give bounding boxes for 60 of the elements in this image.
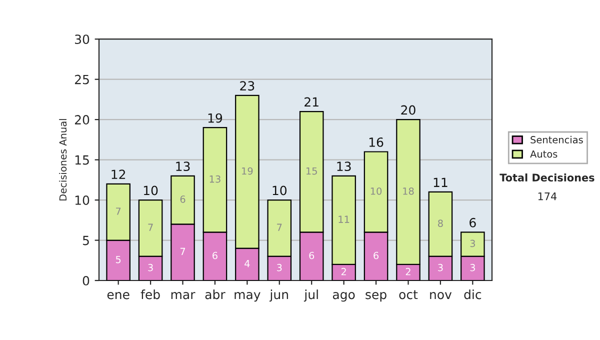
data-label: 3 <box>148 264 153 272</box>
data-label: 7 <box>116 208 121 215</box>
data-label: 3 <box>277 264 282 272</box>
data-label: 3 <box>470 240 475 248</box>
data-label: 7 <box>148 224 153 231</box>
total-label: 21 <box>304 97 318 107</box>
y-tick-label: 25 <box>74 74 89 84</box>
total-label: 13 <box>337 162 351 172</box>
data-label: 6 <box>180 196 186 203</box>
data-label: 6 <box>374 252 379 260</box>
data-label: 3 <box>438 264 443 272</box>
total-label: 19 <box>208 113 222 123</box>
data-label: 18 <box>403 187 414 195</box>
data-label: 7 <box>180 248 186 256</box>
x-tick-label: mar <box>171 292 196 300</box>
y-tick-label: 0 <box>82 276 90 286</box>
data-label: 7 <box>277 224 282 231</box>
total-label: 11 <box>434 178 448 187</box>
x-tick-label: abr <box>205 290 226 300</box>
y-tick-label: 20 <box>74 115 90 124</box>
data-label: 8 <box>438 220 443 227</box>
total-label: 10 <box>272 186 287 196</box>
x-tick-label: ene <box>107 292 130 300</box>
data-label: 5 <box>116 256 121 264</box>
data-label: 15 <box>306 167 317 175</box>
y-tick-label: 10 <box>75 196 90 205</box>
data-label: 3 <box>470 264 475 272</box>
x-tick-label: nov <box>430 292 452 300</box>
total-label: 10 <box>144 186 158 196</box>
legend-label: Autos <box>530 150 558 158</box>
data-label: 6 <box>309 252 314 260</box>
text: 174 <box>538 192 557 200</box>
x-tick-label: jul <box>304 290 318 302</box>
data-label: 11 <box>338 216 350 223</box>
data-label: 13 <box>210 175 220 183</box>
x-tick-label: dic <box>464 290 482 300</box>
data-label: 2 <box>406 268 410 276</box>
x-tick-label: ago <box>332 292 355 302</box>
data-label: 10 <box>370 187 382 195</box>
y-tick-label: 5 <box>82 236 89 246</box>
total-label: 12 <box>112 170 126 179</box>
y-tick-label: 15 <box>75 155 89 165</box>
total-label: 23 <box>240 81 254 91</box>
total-label: 16 <box>369 137 384 147</box>
legend-label: Sentencias <box>530 136 583 144</box>
data-label: 4 <box>244 260 250 268</box>
x-tick-label: feb <box>140 290 160 300</box>
total-label: 13 <box>176 162 190 172</box>
y-axis-title: Decisiones Anual <box>59 119 67 200</box>
y-tick-label: 30 <box>75 34 90 44</box>
text: Total Decisiones <box>500 173 594 182</box>
data-label: 6 <box>212 252 218 260</box>
data-label: 19 <box>242 167 253 175</box>
total-label: 6 <box>470 218 476 228</box>
x-tick-label: oct <box>399 290 418 300</box>
x-tick-label: jun <box>270 290 288 302</box>
x-tick-label: may <box>234 292 260 302</box>
data-label: 2 <box>341 268 346 276</box>
x-tick-label: sep <box>366 292 386 302</box>
total-label: 20 <box>401 105 416 115</box>
